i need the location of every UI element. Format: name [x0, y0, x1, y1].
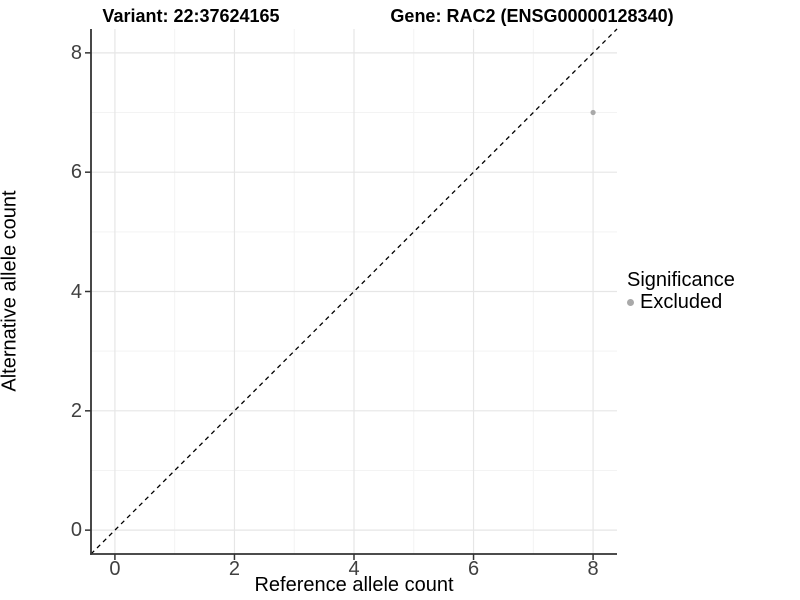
y-tick-label: 0 [70, 519, 82, 542]
y-axis-title: Alternative allele count [0, 190, 21, 392]
x-tick-label: 6 [467, 558, 480, 580]
y-tick-label: 6 [70, 161, 82, 184]
legend-entry: Excluded [627, 291, 735, 313]
plot-title-gene: Gene: RAC2 (ENSG00000128340) [390, 6, 674, 26]
x-axis-title: Reference allele count [254, 574, 454, 596]
legend: Significance Excluded [627, 269, 735, 313]
data-point [590, 109, 596, 116]
y-tick-label: 4 [70, 280, 82, 303]
x-tick-label: 0 [109, 558, 121, 580]
legend-point-icon [627, 298, 634, 306]
x-tick-label: 8 [587, 558, 599, 580]
legend-title: Significance [627, 269, 735, 291]
plot-title-variant: Variant: 22:37624165 [102, 6, 280, 26]
y-tick-label: 2 [70, 399, 82, 422]
legend-entry-label: Excluded [640, 291, 723, 313]
x-tick-label: 2 [228, 558, 241, 580]
y-tick-label: 8 [70, 41, 82, 64]
x-tick-label: 4 [348, 558, 360, 580]
identity-dashed-line [90, 28, 618, 555]
